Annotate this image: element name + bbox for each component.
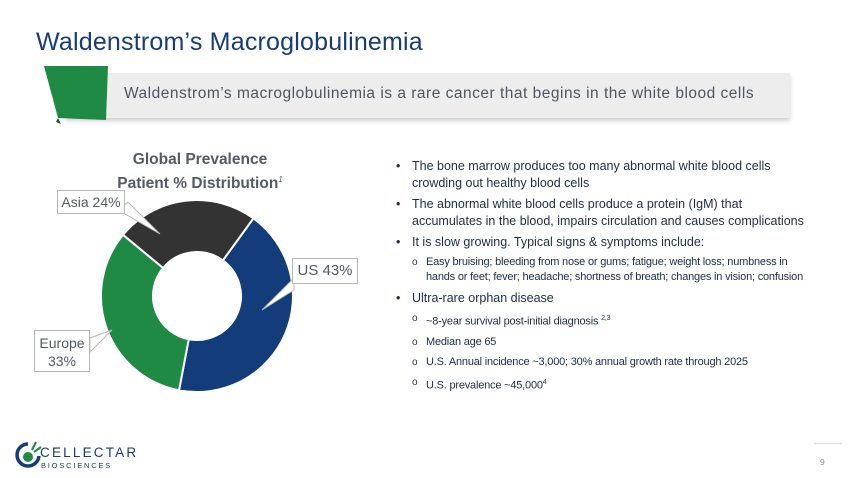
survival-footnote: 2,3	[601, 315, 611, 322]
sub-bullet-incidence: U.S. Annual incidence ~3,000; 30% annual…	[396, 355, 806, 370]
sub-bullet-symptoms: Easy bruising; bleeding from nose or gum…	[396, 255, 806, 285]
europe-callout-line2: 33%	[47, 353, 77, 369]
chart-title: Global Prevalence Patient % Distribution…	[100, 150, 300, 194]
bullet-igm: The abnormal white blood cells produce a…	[396, 196, 806, 230]
sub-bullet-prevalence: U.S. prevalence ~45,0004	[396, 375, 806, 394]
slide-title: Waldenstrom’s Macroglobulinemia	[36, 28, 423, 56]
page-number: 9	[820, 457, 825, 467]
chart-title-line1: Global Prevalence	[132, 151, 268, 168]
donut-slice-europe	[100, 233, 190, 392]
europe-callout: Europe 33%	[34, 330, 90, 372]
prevalence-footnote: 4	[542, 378, 547, 386]
bullet-list: The bone marrow produces too many abnorm…	[396, 158, 806, 398]
footer-divider	[814, 443, 842, 444]
sub-bullet-survival: ~8-year survival post-initial diagnosis …	[396, 311, 806, 330]
europe-callout-line1: Europe	[39, 335, 85, 351]
bullet-orphan-disease: Ultra-rare orphan disease	[396, 290, 806, 307]
logo-subtitle: BIOSCIENCES	[41, 461, 113, 470]
bullet-slow-growing: It is slow growing. Typical signs & symp…	[396, 234, 806, 251]
sub-bullet-survival-text: ~8-year survival post-initial diagnosis	[426, 315, 599, 328]
banner-box	[66, 73, 790, 118]
cellectar-logo-icon	[15, 441, 42, 468]
us-callout-pointer	[261, 276, 295, 311]
europe-callout-pointer	[89, 329, 113, 354]
donut-slice-us	[177, 216, 294, 393]
chart-title-line2: Patient % Distribution	[117, 175, 279, 193]
asia-callout: Asia 24%	[57, 190, 125, 214]
banner-text: Waldenstrom’s macroglobulinemia is a rar…	[124, 85, 755, 102]
donut-slice-asia	[121, 199, 255, 270]
sub-bullet-prevalence-text: U.S. prevalence ~45,000	[426, 379, 543, 392]
bullet-bone-marrow: The bone marrow produces too many abnorm…	[396, 158, 806, 192]
banner-tab-icon	[44, 66, 108, 124]
us-callout: US 43%	[292, 258, 358, 284]
logo-name: CELLECTAR	[40, 445, 139, 460]
chart-title-footnote: 1	[278, 175, 283, 184]
sub-bullet-median-age: Median age 65	[396, 335, 806, 350]
